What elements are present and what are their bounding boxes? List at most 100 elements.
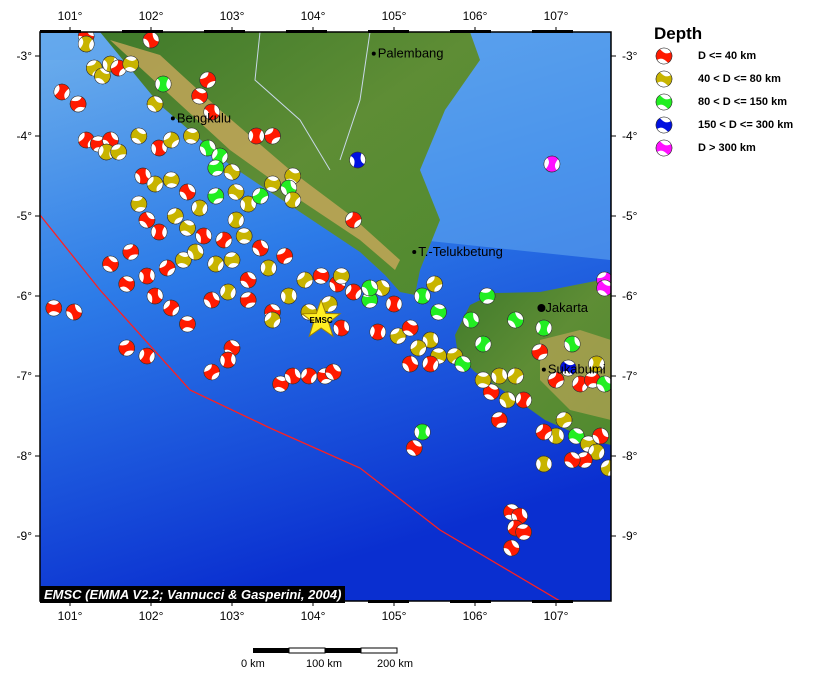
event-beachball <box>154 75 172 93</box>
event-beachball <box>385 295 403 313</box>
event-beachball <box>543 155 561 173</box>
event-beachball <box>535 319 553 337</box>
event-beachball <box>94 67 111 85</box>
event-beachball <box>284 191 301 209</box>
event-beachball <box>150 139 168 157</box>
event-beachball <box>187 243 204 261</box>
legend-title: Depth <box>654 24 703 43</box>
legend-label: 40 < D <= 80 km <box>698 73 781 85</box>
legend-item: 150 < D <= 300 km <box>654 115 793 135</box>
legend-label: D > 300 km <box>698 142 756 154</box>
lat-tick-right: -3° <box>622 49 638 63</box>
beachball-icon <box>655 47 673 65</box>
event-beachball <box>535 423 553 441</box>
event-beachball <box>369 323 387 341</box>
lat-tick-left: -4° <box>17 129 33 143</box>
event-beachball <box>414 423 431 441</box>
beachball-icon <box>655 116 673 134</box>
city-marker <box>170 116 175 121</box>
event-beachball <box>422 331 439 349</box>
lon-tick-bottom: 105° <box>382 609 407 623</box>
event-beachball <box>401 319 419 337</box>
event-beachball <box>276 247 293 265</box>
city-marker <box>412 250 417 254</box>
event-beachball <box>191 199 208 217</box>
event-beachball <box>163 171 180 189</box>
scale-label-100: 100 km <box>306 658 343 670</box>
event-beachball <box>102 255 119 273</box>
lat-tick-left: -8° <box>17 449 33 463</box>
lon-tick-top: 104° <box>301 9 326 23</box>
event-beachball <box>203 363 220 381</box>
event-beachball <box>588 355 605 373</box>
beachball-icon <box>655 93 673 111</box>
event-beachball <box>280 287 297 305</box>
trench-line <box>40 214 561 601</box>
event-beachball <box>555 411 573 429</box>
event-beachball <box>296 271 314 289</box>
beachball-icon <box>655 47 673 65</box>
scale-label-200: 200 km <box>377 658 414 670</box>
lon-tick-top: 103° <box>220 9 245 23</box>
lon-tick-bottom: 101° <box>58 609 83 623</box>
event-beachball <box>568 427 585 445</box>
event-beachball <box>535 455 553 473</box>
events-layer <box>45 32 611 557</box>
axis-ticks: 101° 101° 102° 102° 103° 103° 104° 104° 105° 105°… <box>17 9 638 623</box>
event-beachball <box>219 283 237 301</box>
lon-tick-bottom: 106° <box>463 609 488 623</box>
event-beachball <box>576 451 593 469</box>
city-label: T.-Telukbetung <box>418 244 503 259</box>
event-beachball <box>325 363 342 381</box>
event-beachball <box>361 279 378 297</box>
lon-tick-top: 106° <box>463 9 488 23</box>
lon-tick-bottom: 107° <box>544 609 569 623</box>
event-beachball <box>134 167 152 185</box>
lat-tick-left: -5° <box>17 209 33 223</box>
credit-text: EMSC (EMMA V2.2; Vannucci & Gasperini, 2… <box>40 586 346 603</box>
event-beachball <box>389 327 407 345</box>
event-beachball <box>219 351 237 369</box>
event-beachball <box>118 275 135 293</box>
legend-item: 40 < D <= 80 km <box>654 69 781 89</box>
beachball-icon <box>655 139 673 157</box>
event-beachball <box>98 143 115 161</box>
event-beachball <box>138 267 156 285</box>
event-beachball <box>195 227 212 245</box>
event-beachball <box>478 287 496 305</box>
city-label: Palembang <box>378 46 444 61</box>
event-beachball <box>110 143 127 161</box>
event-beachball <box>284 367 301 385</box>
event-beachball <box>462 311 480 329</box>
sumatra-mountains <box>110 40 400 270</box>
event-beachball <box>345 283 362 301</box>
event-beachball <box>183 127 200 145</box>
event-beachball <box>349 151 366 169</box>
beachball-icon <box>655 93 673 111</box>
event-beachball <box>150 223 168 241</box>
event-beachball <box>146 95 164 113</box>
event-beachball <box>138 211 156 229</box>
event-beachball <box>203 103 220 121</box>
lat-tick-right: -6° <box>622 289 638 303</box>
event-beachball <box>215 231 233 249</box>
event-beachball <box>199 71 216 89</box>
event-beachball <box>118 339 135 357</box>
event-beachball <box>45 299 63 317</box>
event-beachball <box>430 303 447 321</box>
beachball-icon <box>655 116 673 134</box>
event-beachball <box>414 287 431 305</box>
event-beachball <box>596 375 611 393</box>
lat-tick-right: -4° <box>622 129 638 143</box>
event-beachball <box>531 343 549 361</box>
event-beachball <box>422 355 439 373</box>
event-beachball <box>211 147 229 165</box>
event-beachball <box>300 367 318 385</box>
event-beachball <box>515 391 532 409</box>
legend-item: D <= 40 km <box>654 46 756 66</box>
city-marker <box>541 367 546 372</box>
event-beachball <box>491 411 508 429</box>
event-beachball <box>333 267 350 285</box>
lat-tick-left: -3° <box>17 49 33 63</box>
